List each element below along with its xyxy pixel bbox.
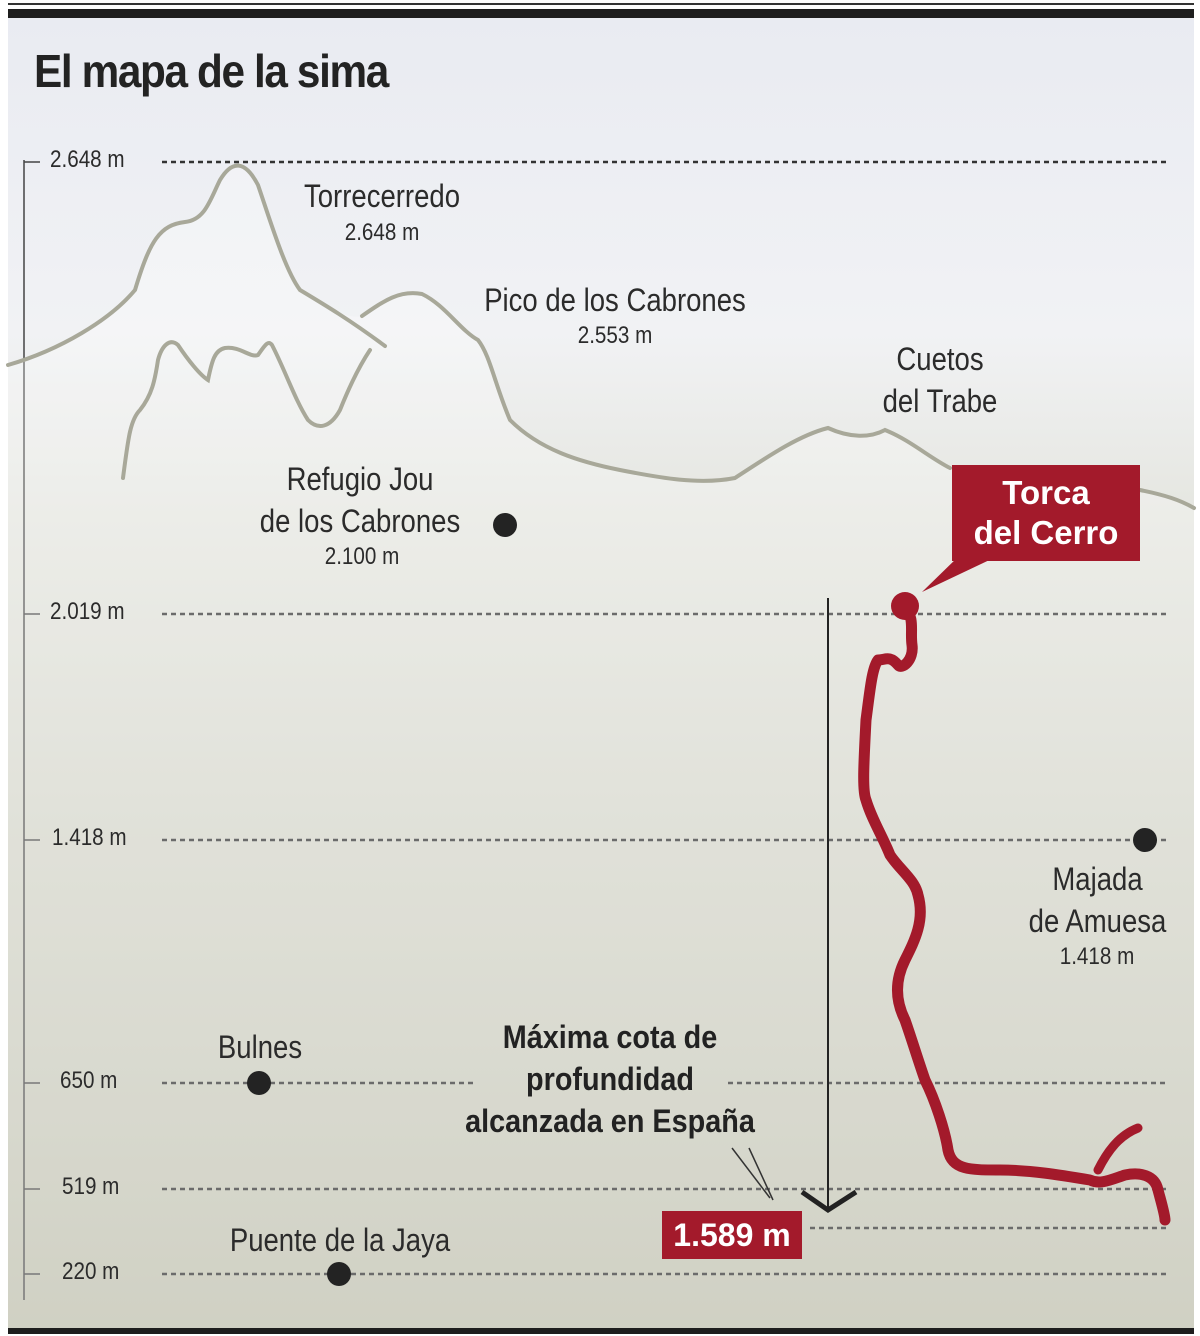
majada-line2: de Amuesa (1028, 903, 1167, 939)
axis-label-519: 519 m (62, 1173, 120, 1200)
torrecerredo-ridge (6, 163, 387, 367)
infographic-background (8, 18, 1194, 1328)
cave-name-callout: Torca del Cerro (952, 465, 1140, 561)
cave-name-line2: del Cerro (973, 514, 1119, 551)
leader-line-1 (731, 1147, 771, 1199)
peak-torrecerredo-elevation: 2.648 m (344, 219, 420, 246)
callout-pointer (922, 555, 1000, 592)
depth-note-line3: alcanzada en España (465, 1103, 755, 1139)
axis-label-2648: 2.648 m (50, 146, 125, 173)
refugio-line2: de los Cabrones (259, 503, 461, 539)
mountain-fill (8, 165, 1194, 1329)
axis-label-1418: 1.418 m (52, 824, 127, 851)
axis-label-2019: 2.019 m (50, 598, 125, 625)
elevation-gridlines (162, 160, 1168, 1276)
peak-cabrones-name: Pico de los Cabrones (484, 282, 746, 318)
axis-label-220: 220 m (62, 1258, 120, 1285)
puente-dot (327, 1262, 351, 1286)
cave-entrance-marker (891, 592, 919, 620)
refugio-elevation: 2.100 m (324, 543, 400, 570)
right-ridge (1138, 488, 1196, 510)
cave-path (858, 592, 1171, 1226)
cabrones-ridge (360, 291, 952, 483)
peak-cuetos-line1: Cuetos (896, 341, 984, 377)
peak-cabrones-elevation: 2.553 m (577, 322, 653, 349)
depth-note-line1: Máxima cota de (502, 1019, 718, 1055)
top-rule-thin (8, 3, 1194, 5)
majada-dot (1133, 828, 1157, 852)
depth-note-line2: profundidad (526, 1061, 694, 1097)
bulnes-dot (247, 1071, 271, 1095)
bulnes-label: Bulnes (217, 1029, 303, 1065)
top-rule-thick (8, 9, 1194, 18)
depth-value-badge: 1.589 m (662, 1211, 802, 1259)
bottom-rule (8, 1328, 1194, 1334)
refugio-line1: Refugio Jou (286, 461, 434, 497)
axis-label-650: 650 m (60, 1067, 118, 1094)
majada-elevation: 1.418 m (1059, 943, 1135, 970)
cave-name-line1: Torca (1002, 474, 1090, 511)
infographic-title: El mapa de la sima (34, 45, 389, 97)
leader-line-2 (748, 1147, 774, 1201)
axis-ticks (24, 161, 40, 1275)
inner-ridge (121, 340, 372, 480)
peak-cuetos-line2: del Trabe (882, 383, 998, 419)
puente-label: Puente de la Jaya (229, 1222, 451, 1258)
depth-arrow-head (800, 1189, 858, 1214)
majada-line1: Majada (1052, 861, 1143, 897)
peak-torrecerredo-name: Torrecerredo (303, 178, 461, 214)
refugio-dot (493, 513, 517, 537)
